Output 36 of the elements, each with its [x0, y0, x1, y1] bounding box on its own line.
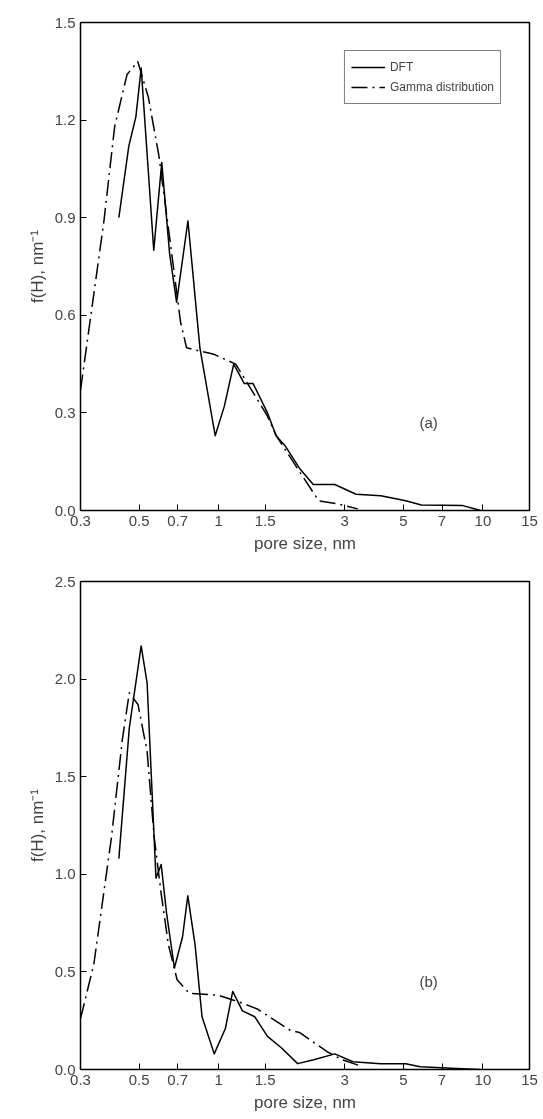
- y-tick-label: 2.5: [54, 572, 76, 590]
- y-tick-label: 0.3: [54, 403, 76, 421]
- x-tick-label: 0.7: [167, 1070, 189, 1088]
- x-tick-label: 0.5: [128, 511, 150, 529]
- x-tick-label: 1.5: [254, 1070, 276, 1088]
- x-tick-label: 1.5: [254, 511, 276, 529]
- y-tick-label: 1.5: [54, 767, 76, 785]
- x-axis-title: pore size, nm: [253, 1092, 357, 1112]
- x-tick-label: 15: [521, 1070, 538, 1088]
- y-tick-label: 0.5: [54, 962, 76, 980]
- x-tick-label: 15: [521, 511, 538, 529]
- x-tick-label: 7: [437, 1070, 447, 1088]
- x-tick-label: 0.7: [167, 511, 189, 529]
- x-tick-label: 3: [340, 1070, 349, 1088]
- x-tick-label: 1: [214, 511, 223, 529]
- x-tick-label: 1: [214, 1070, 223, 1088]
- x-tick-label: 5: [399, 511, 408, 529]
- x-axis-title: pore size, nm: [253, 533, 357, 553]
- legend-label: Gamma distribution: [389, 80, 494, 94]
- x-tick-label: 10: [474, 511, 492, 529]
- y-axis-title: f(H), nm⁻¹: [27, 229, 47, 304]
- y-tick-label: 1.2: [54, 111, 76, 129]
- x-tick-label: 0.5: [128, 1070, 150, 1088]
- x-tick-label: 7: [437, 511, 447, 529]
- x-tick-label: 10: [474, 1070, 492, 1088]
- legend-label: DFT: [389, 60, 414, 74]
- y-axis-title: f(H), nm⁻¹: [27, 788, 47, 863]
- annotation: (a): [419, 413, 438, 431]
- y-tick-label: 1.0: [54, 865, 76, 883]
- y-tick-label: 0.6: [54, 306, 76, 324]
- y-tick-label: 2.0: [54, 670, 76, 688]
- annotation: (b): [419, 972, 438, 990]
- y-tick-label: 1.5: [54, 13, 76, 31]
- x-tick-label: 3: [340, 511, 349, 529]
- y-tick-label: 0.9: [54, 208, 76, 226]
- x-tick-label: 5: [399, 1070, 408, 1088]
